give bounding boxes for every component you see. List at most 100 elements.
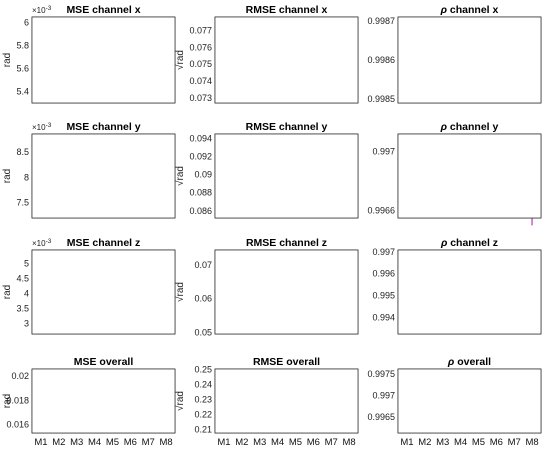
chart-panel: RMSE channel y 0.086 0.088 0.09 0.092 0.094 √r… [174, 121, 359, 219]
panel-title: RMSE channel x [246, 4, 328, 16]
y-tick-label: 3.5 [16, 304, 29, 314]
y-tick-label: 0.02 [11, 371, 29, 381]
panel-title: RMSE channel z [246, 237, 327, 249]
y-axis-unit: rad [175, 166, 186, 180]
rho-symbol: ρ [440, 4, 448, 16]
y-axis-label: rad [2, 53, 13, 67]
scale-exponent: -3 [46, 5, 52, 12]
panel-title-text: channel z [447, 237, 498, 249]
plot-frame [214, 368, 359, 434]
panel-title: RMSE channel y [246, 121, 328, 133]
plot-frame [31, 133, 176, 219]
y-tick-label: 0.24 [194, 380, 212, 390]
y-tick-label: 0.076 [189, 42, 212, 52]
panel-title-text: RMSE channel y [246, 121, 328, 133]
y-tick-label: 0.094 [189, 134, 212, 144]
plot-frame [31, 16, 176, 104]
x-tick-label: M3 [253, 437, 266, 448]
panel-title-text: RMSE channel z [246, 237, 327, 249]
scale-base: ×10 [32, 239, 46, 248]
x-tick-label: M6 [307, 437, 320, 448]
panel-title-text: MSE overall [74, 356, 134, 368]
y-tick-label: 0.996 [372, 269, 395, 279]
x-tick-label: M6 [124, 437, 137, 448]
chart-panel: ρ overall 0.9965 0.997 0.9975 M1 M2 M3 M4 M5 M6 M7… [367, 356, 542, 448]
panel-title: ρ channel y [440, 121, 499, 133]
y-tick-label: 4.5 [16, 274, 29, 284]
y-tick-label: 0.073 [189, 93, 212, 103]
panel-title-text: channel x [447, 4, 499, 16]
scale-base: ×10 [32, 123, 46, 132]
panel-title: ρ channel z [440, 237, 498, 249]
y-tick-label: 0.21 [194, 424, 212, 434]
y-tick-label: 7.5 [16, 198, 29, 208]
plot-frame [31, 249, 176, 335]
y-tick-label: 0.9975 [367, 369, 395, 379]
plot-frame [214, 16, 359, 104]
x-tick-label: M8 [159, 437, 172, 448]
panel-title: RMSE overall [253, 356, 320, 368]
y-tick-label: 5 [24, 259, 29, 269]
x-tick-label: M5 [289, 437, 302, 448]
plot-frame [397, 16, 542, 104]
y-axis-unit: rad [2, 394, 13, 408]
plot-frame [397, 133, 542, 219]
y-axis-unit: rad [175, 50, 186, 64]
chart-panel: ρ channel x 0.9985 0.9986 0.9987 [367, 4, 542, 104]
panel-title-text: RMSE overall [253, 356, 320, 368]
y-tick-label: 0.09 [194, 170, 212, 180]
y-tick-label: 0.06 [194, 294, 212, 304]
y-tick-label: 0.9987 [367, 16, 395, 26]
chart-panel: MSE channel z ×10-3 3 3.5 4 4.5 5 rad [2, 237, 176, 335]
y-tick-label: 0.074 [189, 76, 212, 86]
y-tick-label: 0.077 [189, 25, 212, 35]
x-tick-label: M3 [70, 437, 83, 448]
chart-panel: RMSE channel x 0.073 0.074 0.075 0.076 0.077 √… [174, 4, 359, 104]
y-tick-label: 5.6 [16, 64, 29, 74]
chart-panel: MSE overall 0.016 0.018 0.02 rad M1 M2 M3 M4 M5 M6… [2, 356, 176, 448]
axis-scale-factor: ×10-3 [32, 122, 52, 132]
rho-symbol: ρ [440, 237, 448, 249]
plot-frame [397, 368, 542, 434]
y-tick-label: 0.05 [194, 327, 212, 337]
y-axis-label: √rad [174, 50, 186, 70]
panel-title: MSE channel z [67, 237, 141, 249]
scale-base: ×10 [32, 6, 46, 15]
chart-panel: RMSE overall 0.21 0.22 0.23 0.24 0.25 √rad M1 M2… [174, 356, 359, 448]
y-axis-label: rad [2, 169, 13, 183]
rho-symbol: ρ [440, 121, 448, 133]
y-tick-label: 0.075 [189, 59, 212, 69]
y-axis-unit: rad [175, 391, 186, 405]
y-tick-label: 0.9986 [367, 55, 395, 65]
axis-scale-factor: ×10-3 [32, 238, 52, 248]
panel-title: MSE overall [74, 356, 134, 368]
x-tick-label: M2 [418, 437, 431, 448]
x-tick-label: M1 [217, 437, 230, 448]
y-tick-label: 0.25 [194, 365, 212, 375]
panel-title-text: MSE channel z [67, 237, 141, 249]
y-axis-label: √rad [174, 391, 186, 411]
y-axis-unit: rad [2, 169, 13, 183]
y-tick-label: 0.995 [372, 291, 395, 301]
y-axis-unit: rad [175, 282, 186, 296]
y-tick-label: 0.088 [189, 188, 212, 198]
sqrt-symbol: √ [174, 64, 186, 70]
panel-title: ρ channel x [440, 4, 499, 16]
y-tick-label: 0.018 [6, 395, 29, 405]
scale-exponent: -3 [46, 122, 52, 129]
x-tick-label: M4 [88, 437, 101, 448]
y-axis-label: √rad [174, 282, 186, 302]
x-tick-label: M4 [454, 437, 467, 448]
y-axis-unit: rad [2, 53, 13, 67]
x-tick-label: M1 [400, 437, 413, 448]
x-tick-label: M2 [235, 437, 248, 448]
y-tick-label: 0.9985 [367, 94, 395, 104]
y-tick-label: 0.997 [372, 390, 395, 400]
y-axis-unit: rad [2, 285, 13, 299]
x-tick-label: M7 [325, 437, 338, 448]
y-tick-label: 0.086 [189, 206, 212, 216]
y-tick-label: 0.997 [372, 147, 395, 157]
panel-title-text: channel y [447, 121, 499, 133]
y-axis-label: √rad [174, 166, 186, 186]
y-tick-label: 8.5 [16, 147, 29, 157]
